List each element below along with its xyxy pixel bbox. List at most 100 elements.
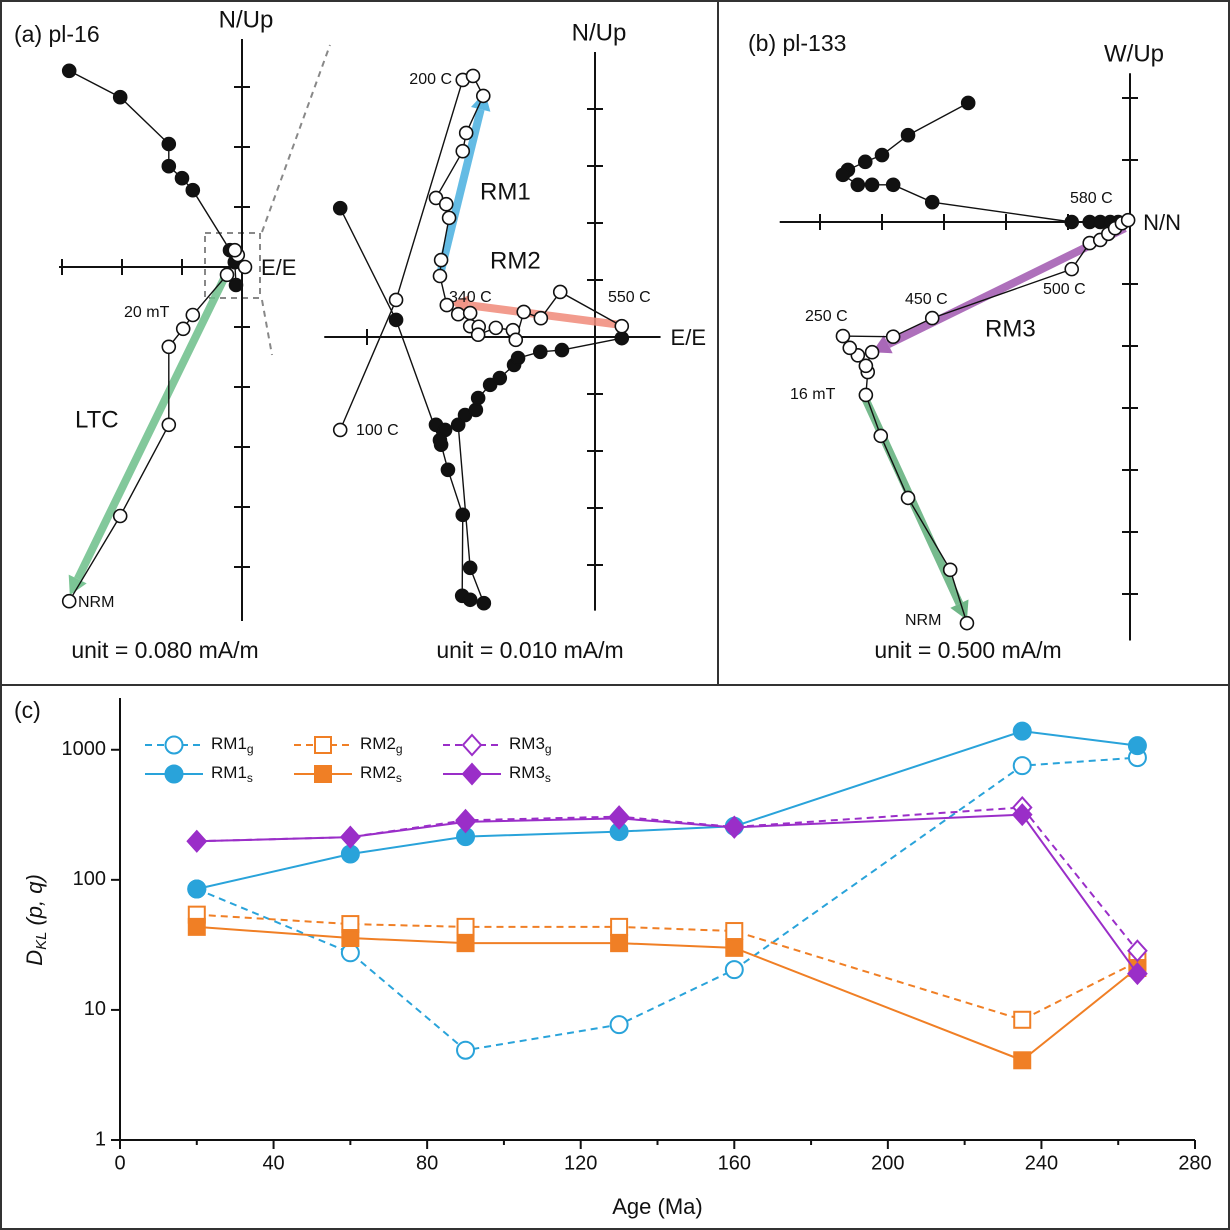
data-point: [724, 960, 744, 980]
legend-name: RM1: [211, 763, 247, 782]
component-label: LTC: [75, 406, 119, 433]
filled-point: [455, 507, 471, 523]
annotation: 200 C: [409, 71, 452, 88]
annotation: 20 mT: [124, 304, 170, 321]
legend-marker: [461, 733, 483, 757]
filled-point: [61, 63, 77, 79]
open-point: [112, 508, 128, 524]
legend-label: RM2g: [360, 734, 403, 756]
filled-point: [332, 200, 348, 216]
filled-point: [462, 592, 478, 608]
legend-label: RM1g: [211, 734, 254, 756]
component-arrow: [74, 268, 232, 581]
filled-point: [482, 377, 498, 393]
annotation: NRM: [905, 612, 941, 629]
unit-label: unit = 0.500 mA/m: [874, 637, 1061, 663]
open-point: [1120, 212, 1136, 228]
inset-box: [204, 232, 261, 299]
legend-marker: [461, 762, 483, 786]
component-label: RM2: [490, 247, 541, 274]
x-tick-label: 0: [114, 1152, 125, 1174]
y-tick-label: 100: [73, 868, 106, 890]
annotation: 500 C: [1043, 281, 1086, 298]
legend-subscript: g: [545, 742, 552, 756]
filled-point: [440, 462, 456, 478]
open-point: [842, 340, 858, 356]
open-point: [61, 593, 77, 609]
open-point: [439, 297, 455, 313]
data-point: [1127, 962, 1148, 986]
unit-label: unit = 0.080 mA/m: [71, 637, 258, 663]
data-point: [1127, 736, 1147, 756]
axis-label: N/Up: [572, 19, 627, 46]
open-point: [450, 306, 466, 322]
open-point: [219, 267, 235, 283]
open-point: [332, 422, 348, 438]
legend-label: RM2s: [360, 763, 402, 785]
open-point: [508, 332, 524, 348]
panel-title: (b) pl-133: [748, 30, 846, 56]
legend-subscript: s: [247, 771, 253, 785]
x-tick-label: 200: [871, 1152, 904, 1174]
component-label: RM1: [480, 178, 531, 205]
x-tick-label: 280: [1178, 1152, 1211, 1174]
open-point: [858, 387, 874, 403]
filled-point: [388, 312, 404, 328]
open-point: [1064, 261, 1080, 277]
open-point: [161, 417, 177, 433]
legend-name: RM1: [211, 734, 247, 753]
open-point: [388, 292, 404, 308]
panel-title: (c): [14, 697, 41, 723]
x-tick-label: 80: [416, 1152, 438, 1174]
unit-label: unit = 0.010 mA/m: [436, 637, 623, 663]
filled-point: [874, 147, 890, 163]
y-label-sub: KL: [33, 932, 50, 950]
open-point: [900, 490, 916, 506]
filled-point: [112, 89, 128, 105]
legend-marker: [314, 736, 332, 754]
data-point: [456, 934, 475, 953]
filled-point: [468, 402, 484, 418]
legend-name: RM2: [360, 734, 396, 753]
x-tick-label: 40: [262, 1152, 284, 1174]
filled-point: [532, 344, 548, 360]
data-point: [341, 929, 360, 948]
data-point: [340, 825, 361, 849]
data-point: [1012, 721, 1032, 741]
legend-marker: [164, 764, 184, 784]
y-tick-label: 10: [84, 998, 106, 1020]
filled-point: [174, 170, 190, 186]
axis-label: W/Up: [1104, 41, 1164, 68]
x-tick-label: 160: [718, 1152, 751, 1174]
data-point: [723, 815, 745, 839]
component-arrow: [436, 108, 485, 276]
filled-point: [161, 158, 177, 174]
annotation: 550 C: [608, 289, 651, 306]
open-point: [428, 190, 444, 206]
open-point: [858, 358, 874, 374]
filled-point: [432, 432, 448, 448]
filled-point: [924, 194, 940, 210]
annotation: NRM: [78, 594, 114, 611]
legend-label: RM1s: [211, 763, 253, 785]
open-point: [465, 68, 481, 84]
open-point: [438, 196, 454, 212]
y-label-part: (p, q): [22, 874, 47, 925]
open-point: [488, 320, 504, 336]
filled-point: [900, 127, 916, 143]
filled-point: [185, 182, 201, 198]
legend-name: RM3: [509, 763, 545, 782]
open-point: [864, 344, 880, 360]
data-point: [610, 917, 629, 936]
filled-point: [492, 370, 508, 386]
open-point: [185, 307, 201, 323]
legend-name: RM3: [509, 734, 545, 753]
filled-point: [450, 417, 466, 433]
data-point: [1127, 939, 1148, 963]
x-tick-label: 240: [1025, 1152, 1058, 1174]
open-point: [475, 88, 491, 104]
legend-marker: [314, 765, 332, 783]
open-point: [433, 252, 449, 268]
open-point: [533, 310, 549, 326]
filled-point: [476, 595, 492, 611]
